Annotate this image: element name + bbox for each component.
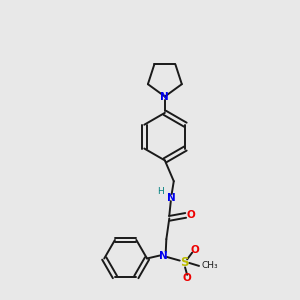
Text: N: N — [160, 92, 169, 101]
Text: CH₃: CH₃ — [201, 261, 218, 270]
Text: N: N — [159, 250, 168, 260]
Text: H: H — [158, 187, 164, 196]
Text: O: O — [183, 273, 191, 283]
Text: S: S — [180, 256, 188, 269]
Text: O: O — [190, 244, 199, 255]
Text: N: N — [167, 193, 176, 202]
Text: O: O — [187, 210, 195, 220]
